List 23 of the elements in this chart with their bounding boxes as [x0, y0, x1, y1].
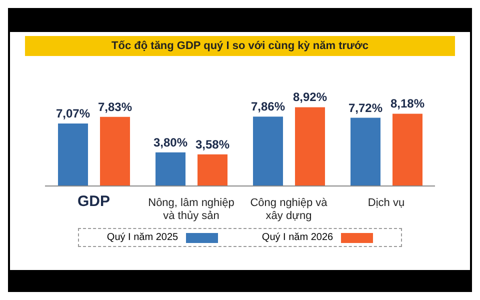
x-tick-label: Nông, lâm nghiệp và thủy sản — [148, 197, 234, 222]
bar — [350, 118, 380, 186]
legend-label: Quý I năm 2026 — [262, 232, 334, 243]
bar — [253, 116, 283, 186]
data-label: 7,86% — [250, 100, 286, 114]
x-tick-label: Dịch vụ — [368, 197, 405, 209]
data-label: 7,07% — [56, 106, 90, 121]
data-label: 3,80% — [153, 135, 188, 150]
bar — [295, 107, 325, 186]
x-tick-label: Công nghiệp và xây dựng — [250, 197, 328, 222]
bar — [100, 116, 130, 186]
bar — [156, 152, 186, 186]
bar — [392, 114, 422, 186]
x-tick-label: GDP — [77, 193, 110, 210]
chart-title: Tốc độ tăng GDP quý I so với cùng kỳ năm trước — [25, 36, 455, 56]
data-label: 3,58% — [195, 137, 230, 152]
bar — [198, 154, 228, 186]
legend-label: Quý I năm 2025 — [106, 232, 178, 243]
bar — [58, 124, 88, 186]
data-label: 8,92% — [292, 90, 328, 104]
data-label: 7,72% — [348, 100, 383, 115]
data-label: 8,18% — [390, 96, 425, 111]
data-label: 7,83% — [98, 100, 132, 114]
